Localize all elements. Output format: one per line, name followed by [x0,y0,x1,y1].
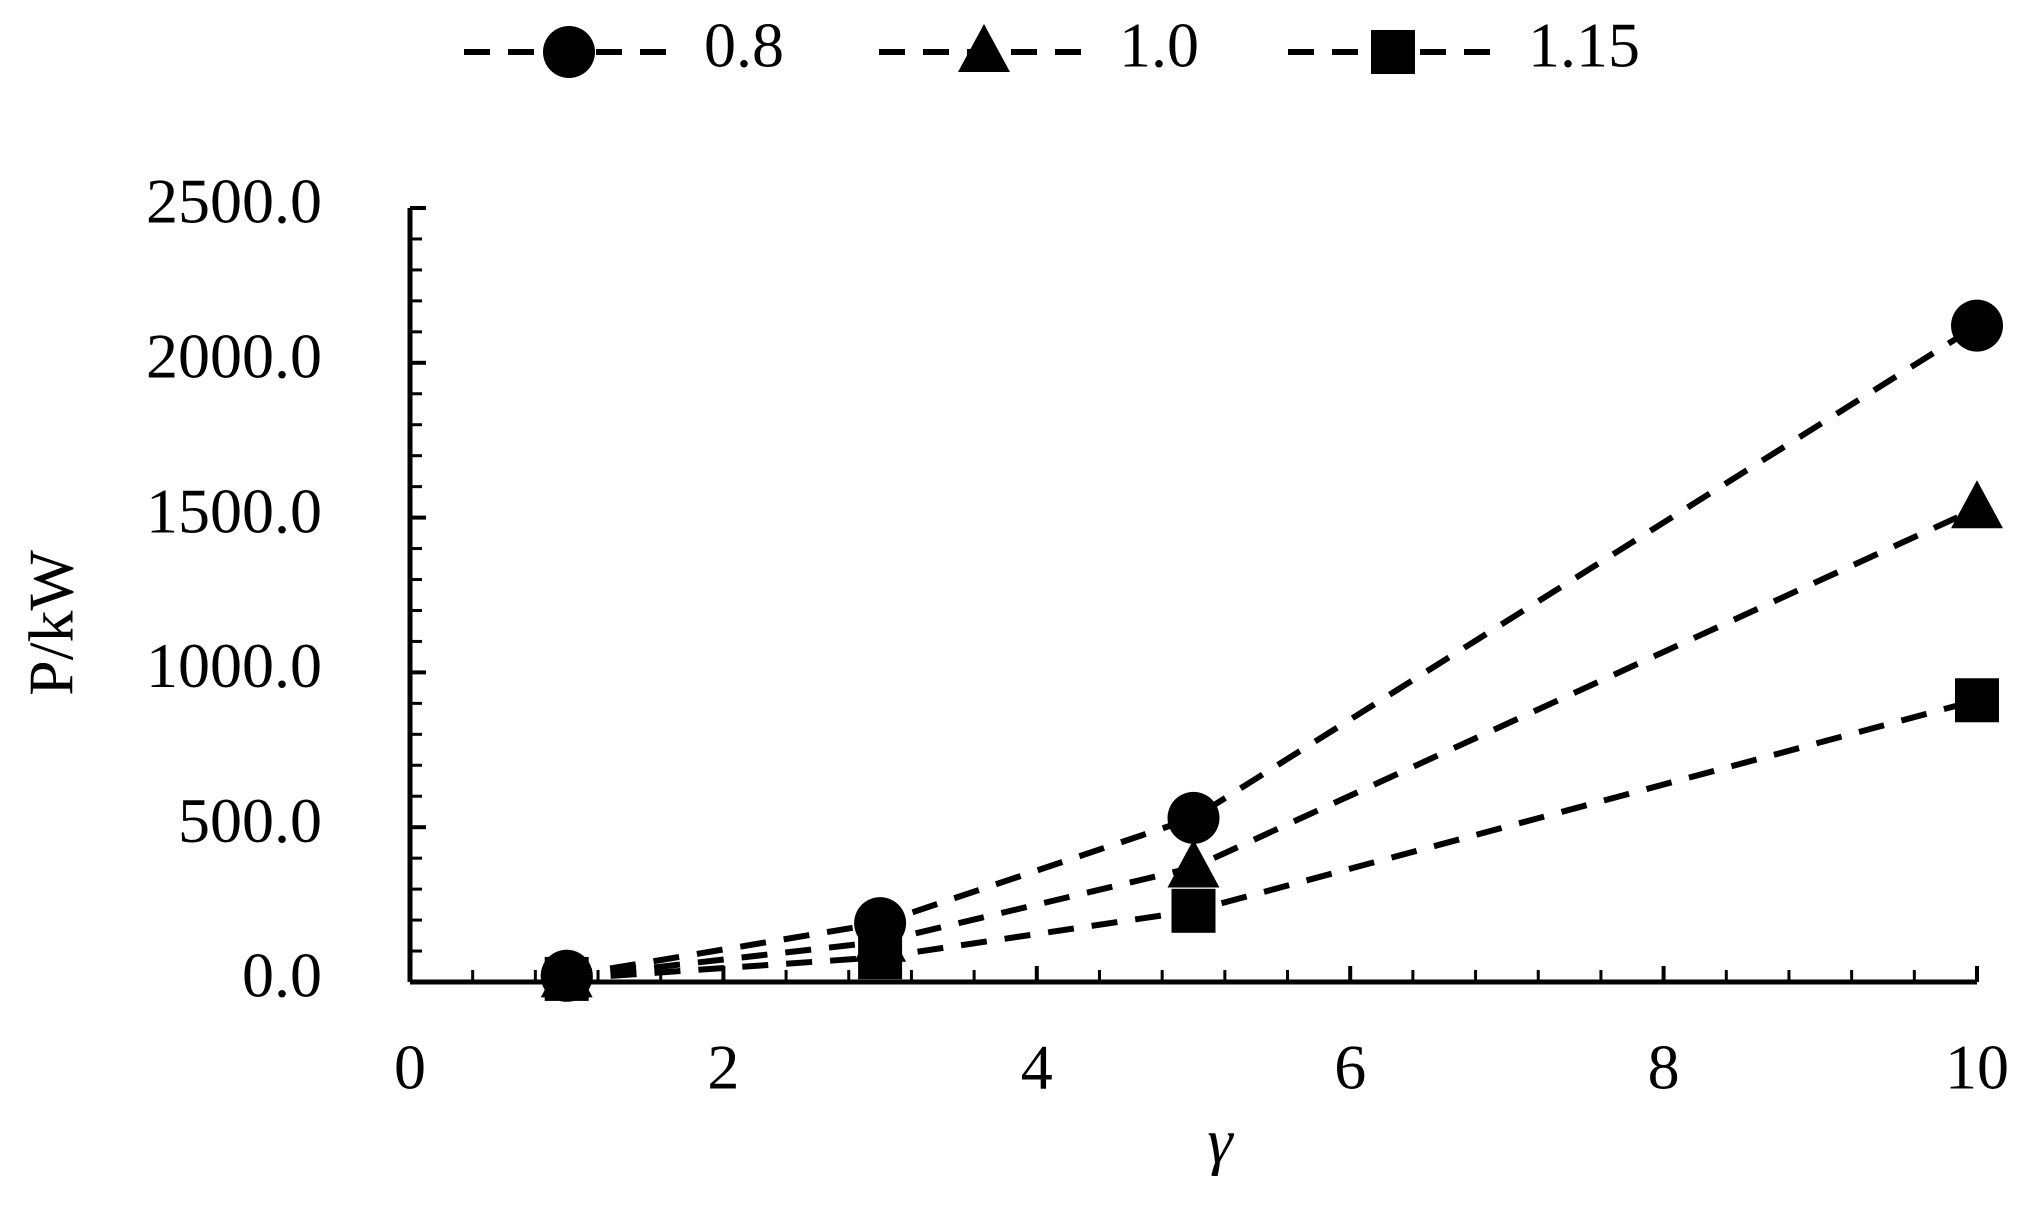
marker-square [1371,30,1415,74]
y-tick-label: 1500.0 [146,475,322,546]
legend-label: 0.8 [704,10,784,81]
marker-square [544,956,589,1001]
series-line [566,323,1979,979]
y-axis-label: P/kW [16,550,87,696]
series-line [566,505,1979,981]
marker-circle [1167,791,1220,844]
x-tick-label: 0 [394,1032,426,1103]
x-tick-label: 2 [707,1032,739,1103]
y-tick-label: 1000.0 [146,630,322,701]
marker-circle [1951,299,2003,352]
marker-square [1171,888,1216,933]
marker-square [858,935,903,980]
y-tick-label: 2500.0 [146,166,322,237]
marker-circle [543,26,595,78]
legend-label: 1.0 [1119,10,1199,81]
x-tick-label: 10 [1945,1032,2009,1103]
legend-label: 1.15 [1528,10,1640,81]
x-axis-label: γ [1207,1106,1234,1177]
y-tick-label: 2000.0 [146,320,322,391]
series-line [566,697,1978,982]
marker-triangle [1951,480,2003,529]
x-tick-label: 4 [1021,1032,1053,1103]
marker-triangle [1167,839,1220,888]
marker-square [1955,678,1999,723]
marker-triangle [958,24,1010,72]
y-tick-label: 500.0 [178,785,322,856]
x-tick-label: 6 [1334,1032,1366,1103]
y-tick-label: 0.0 [242,940,322,1011]
x-tick-label: 8 [1648,1032,1680,1103]
